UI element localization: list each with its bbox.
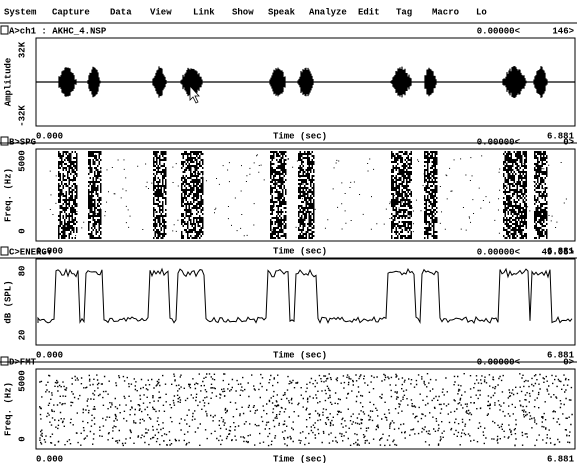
panel-title: A>ch1 : AKHC_4.NSP bbox=[9, 26, 107, 36]
y-axis-label: Freq. (Hz) bbox=[3, 168, 13, 222]
panel-label-box bbox=[0, 246, 9, 256]
formant-dots bbox=[39, 373, 573, 447]
x-end-label: 6.881 bbox=[547, 454, 575, 463]
plot-frame bbox=[35, 258, 576, 346]
y-axis-label: dB (SPL) bbox=[3, 280, 13, 323]
waveform bbox=[36, 66, 575, 98]
panel-title: D>FMT bbox=[9, 357, 37, 367]
cursor-readout: 0.00000< bbox=[477, 357, 520, 367]
x-start-label: 0.000 bbox=[36, 131, 63, 141]
value-readout: 0> bbox=[563, 357, 574, 367]
y-bottom-label: 20 bbox=[17, 330, 27, 341]
x-start-label: 0.000 bbox=[36, 454, 63, 463]
menu-item[interactable]: Macro bbox=[432, 7, 459, 17]
y-top-label: 32K bbox=[17, 41, 27, 58]
y-bottom-label: -32K bbox=[17, 105, 27, 127]
cursor-readout: 0.00000< bbox=[477, 247, 520, 257]
x-axis-label: Time (sec) bbox=[273, 454, 327, 463]
menu-item[interactable]: Data bbox=[110, 7, 132, 17]
panel-title: B>SPG bbox=[9, 137, 36, 147]
value-readout: 146> bbox=[552, 26, 574, 36]
y-top-label: 80 bbox=[17, 266, 27, 277]
plot-frame bbox=[35, 148, 576, 242]
panel-title: C>ENERGY bbox=[9, 247, 53, 257]
menu-item[interactable]: Lo bbox=[476, 7, 487, 17]
x-end-label: 6.881 bbox=[547, 246, 575, 256]
y-top-label: 5000 bbox=[17, 370, 27, 392]
menu-item[interactable]: Capture bbox=[52, 7, 90, 17]
x-end-label: 6.881 bbox=[547, 131, 575, 141]
menu-item[interactable]: System bbox=[4, 7, 37, 17]
cursor-readout: 0.00000< bbox=[477, 137, 520, 147]
x-axis-label: Time (sec) bbox=[273, 131, 327, 141]
x-axis-label: Time (sec) bbox=[273, 246, 327, 256]
x-end-label: 6.881 bbox=[547, 350, 575, 360]
plot-frame bbox=[35, 368, 576, 450]
x-start-label: 0.000 bbox=[36, 246, 63, 256]
y-bottom-label: 0 bbox=[17, 228, 27, 233]
panel-label-box bbox=[0, 25, 9, 35]
menu-item[interactable]: Tag bbox=[396, 7, 412, 17]
cursor-readout: 0.00000< bbox=[477, 26, 520, 36]
menu-item[interactable]: Edit bbox=[358, 7, 380, 17]
value-readout: 0> bbox=[563, 137, 574, 147]
menu-item[interactable]: Analyze bbox=[309, 7, 347, 17]
spectrogram bbox=[49, 151, 567, 239]
menu-item[interactable]: View bbox=[150, 7, 172, 17]
y-axis-label: Amplitude bbox=[3, 58, 13, 107]
x-start-label: 0.000 bbox=[36, 350, 63, 360]
y-axis-label: Freq. (Hz) bbox=[3, 382, 13, 436]
value-readout: 49.05> bbox=[542, 247, 574, 257]
x-axis-label: Time (sec) bbox=[273, 350, 327, 360]
menu-item[interactable]: Link bbox=[193, 7, 215, 17]
menu-item[interactable]: Speak bbox=[268, 7, 296, 17]
energy-curve bbox=[37, 267, 573, 325]
mouse-pointer bbox=[189, 84, 200, 104]
panel-label-box bbox=[0, 356, 9, 366]
menu-item[interactable]: Show bbox=[232, 7, 254, 17]
y-bottom-label: 0 bbox=[17, 436, 27, 441]
y-top-label: 5000 bbox=[17, 150, 27, 172]
panel-label-box bbox=[0, 136, 9, 146]
